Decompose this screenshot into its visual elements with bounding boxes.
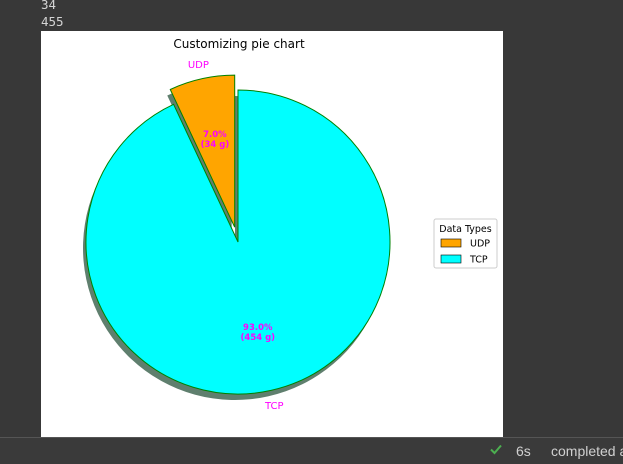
execution-duration: 6s	[516, 443, 531, 459]
pie-chart: Customizing pie chart UDP 7.0%(34 g) TCP 93…	[83, 37, 498, 412]
legend-swatch-tcp	[440, 254, 462, 264]
slice-value-tcp: (454 g)	[241, 333, 276, 343]
status-bar: 6s completed a	[0, 437, 623, 464]
legend-swatch-udp	[440, 238, 462, 248]
legend-label-tcp: TCP	[469, 255, 488, 266]
slice-percent-tcp: 93.0%	[243, 323, 273, 333]
output-line: 34	[41, 0, 57, 12]
chart-figure: Customizing pie chart UDP 7.0% (34 g) TCP 93…	[41, 31, 503, 437]
check-icon	[489, 442, 503, 459]
execution-status[interactable]: completed a	[551, 443, 623, 459]
chart-legend: Data Types UDP TCP	[433, 218, 498, 269]
chart-title: Customizing pie chart	[173, 37, 305, 51]
cell-output-text: 34 455	[41, 0, 64, 30]
legend-label-udp: UDP	[470, 239, 490, 250]
slice-percent-udp: 7.0%	[203, 130, 227, 140]
legend-title: Data Types	[439, 224, 492, 235]
slice-label-tcp: TCP	[264, 401, 284, 412]
pie-slice-tcp	[85, 89, 391, 395]
slice-value-udp: (34 g)	[201, 140, 230, 150]
slice-label-udp: UDP	[188, 60, 209, 71]
pie-slice-udp	[169, 74, 236, 228]
output-line: 455	[41, 14, 64, 29]
